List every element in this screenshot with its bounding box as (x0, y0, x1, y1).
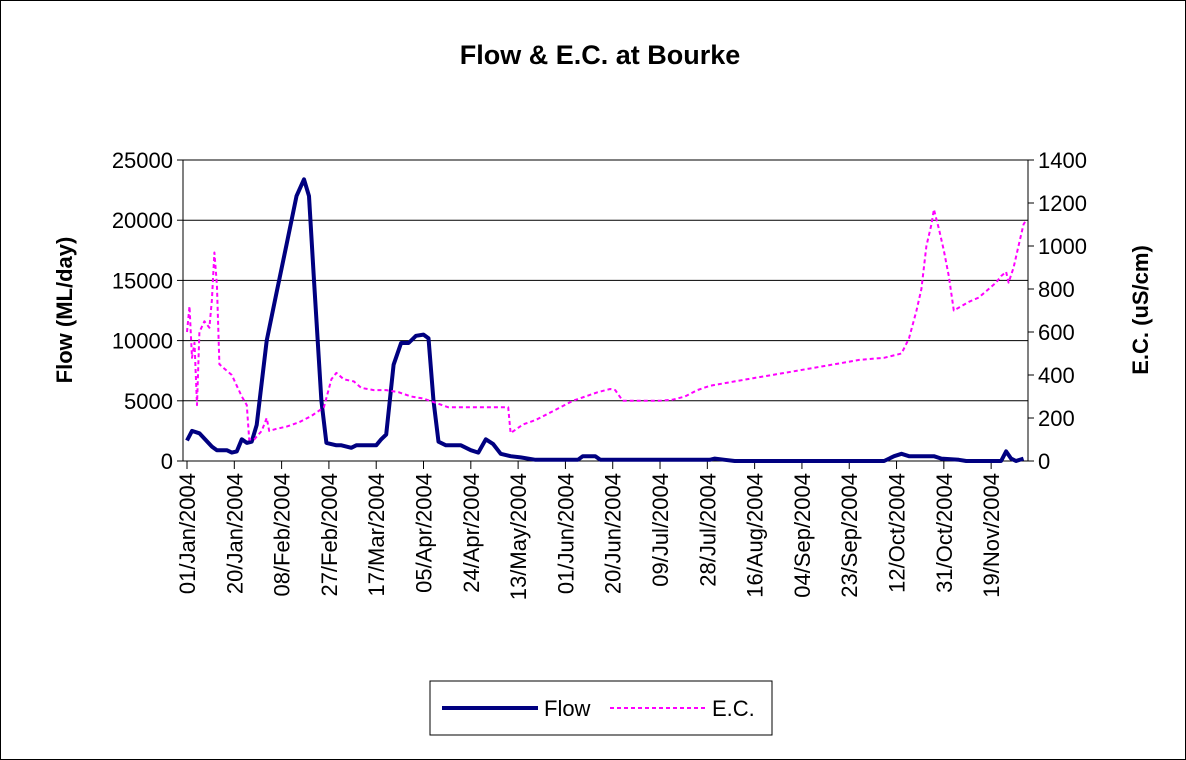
y2-tick-label: 800 (1038, 277, 1075, 302)
y2-tick-label: 1400 (1038, 148, 1087, 173)
y-tick-label: 25000 (112, 148, 173, 173)
x-tick-label: 01/Jan/2004 (175, 473, 200, 594)
y2-tick-label: 600 (1038, 320, 1075, 345)
y-tick-label: 10000 (112, 329, 173, 354)
x-tick-label: 08/Feb/2004 (270, 473, 295, 597)
y2-tick-label: 400 (1038, 363, 1075, 388)
y2-tick-label: 0 (1038, 449, 1050, 474)
x-tick-label: 20/Jun/2004 (601, 473, 626, 594)
x-tick-label: 31/Oct/2004 (932, 473, 957, 593)
y-tick-label: 0 (161, 449, 173, 474)
legend-label: E.C. (712, 696, 755, 721)
x-tick-label: 23/Sep/2004 (837, 473, 862, 598)
x-tick-label: 19/Nov/2004 (979, 473, 1004, 598)
x-tick-label: 12/Oct/2004 (885, 473, 910, 593)
x-tick-label: 20/Jan/2004 (222, 473, 247, 594)
x-tick-label: 16/Aug/2004 (743, 473, 768, 598)
x-tick-label: 04/Sep/2004 (790, 473, 815, 598)
x-tick-label: 05/Apr/2004 (412, 473, 437, 593)
x-tick-label: 27/Feb/2004 (317, 473, 342, 597)
y-axis-title: Flow (ML/day) (52, 237, 77, 384)
y-tick-label: 15000 (112, 268, 173, 293)
x-tick-label: 24/Apr/2004 (459, 473, 484, 593)
x-tick-label: 13/May/2004 (506, 473, 531, 600)
legend-label: Flow (544, 696, 591, 721)
y-tick-label: 20000 (112, 208, 173, 233)
data-line (185, 177, 1025, 463)
y2-tick-label: 1200 (1038, 191, 1087, 216)
x-tick-label: 28/Jul/2004 (695, 473, 720, 587)
chart-title: Flow & E.C. at Bourke (460, 40, 741, 70)
x-tick-label: 17/Mar/2004 (364, 473, 389, 597)
y2-tick-label: 1000 (1038, 234, 1087, 259)
y2-axis-title: E.C. (uS/cm) (1128, 245, 1153, 375)
x-tick-label: 01/Jun/2004 (553, 473, 578, 594)
y2-tick-label: 200 (1038, 406, 1075, 431)
x-tick-label: 09/Jul/2004 (648, 473, 673, 587)
y-tick-label: 5000 (124, 389, 173, 414)
